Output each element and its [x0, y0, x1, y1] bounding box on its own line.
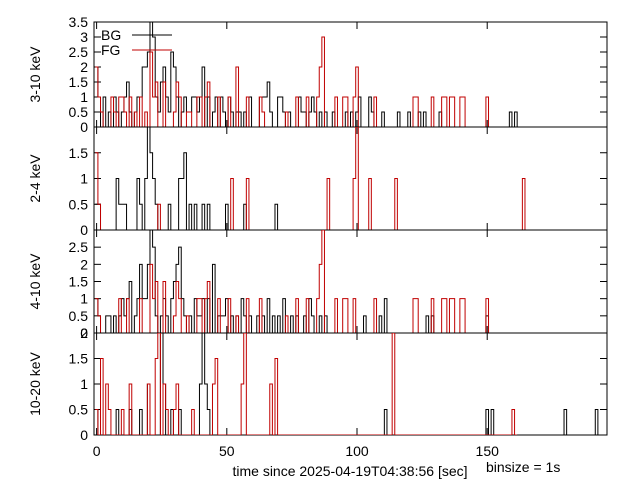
x-tick-label: 0: [93, 443, 101, 459]
bg-series-line: [95, 127, 525, 230]
fg-series-line: [95, 127, 528, 230]
bg-series-line: [95, 230, 593, 333]
y-tick-label: 0: [80, 222, 88, 238]
y-tick-label: 0.5: [69, 308, 89, 324]
fg-series-line: [95, 36, 494, 127]
bg-series-line: [95, 22, 520, 127]
y-axis-label: 3-10 keV: [27, 46, 43, 103]
y-tick-label: 0.5: [69, 104, 89, 120]
y-tick-label: 1.5: [69, 145, 89, 161]
binsize-annotation: binsize = 1s: [486, 459, 560, 475]
y-tick-label: 2: [80, 325, 88, 341]
y-tick-label: 2: [80, 59, 88, 75]
x-tick-label: 50: [219, 443, 235, 459]
fg-series-line: [95, 230, 494, 333]
y-tick-label: 1: [80, 376, 88, 392]
x-axis: 0 50 100 150: [93, 443, 499, 459]
y-tick-label: 1: [80, 291, 88, 307]
panel-1: 0 0.5 1 1.5 2-4 keV: [27, 126, 608, 238]
y-tick-label: 0: [80, 427, 88, 443]
y-tick-label: 0.5: [69, 196, 89, 212]
y-tick-label: 1.5: [69, 274, 89, 290]
x-tick-label: 150: [476, 443, 500, 459]
panels-layer: 00.511.522.533.53-10 keVBGFG00.511.52-4 …: [27, 14, 608, 443]
legend-label-bg: BG: [101, 27, 121, 43]
y-tick-label: 0.5: [69, 402, 89, 418]
y-axis-label: 10-20 keV: [27, 351, 43, 415]
y-tick-label: 2: [80, 256, 88, 272]
y-tick-label: 0: [80, 119, 88, 135]
legend-label-fg: FG: [101, 42, 120, 58]
y-tick-label: 2.5: [69, 239, 89, 255]
y-tick-label: 1.5: [69, 351, 89, 367]
y-tick-label: 0: [80, 325, 88, 341]
bg-series-line: [95, 333, 601, 435]
y-axis-label: 2-4 keV: [27, 154, 43, 203]
x-tick-label: 100: [345, 443, 369, 459]
panel-2: 00.511.522.54-10 keV: [27, 229, 608, 341]
y-axis-label: 4-10 keV: [27, 253, 43, 310]
y-tick-label: 2.5: [69, 44, 89, 60]
y-tick-label: 1: [80, 89, 88, 105]
y-tick-label: 1: [80, 171, 88, 187]
y-tick-label: 3: [80, 29, 88, 45]
x-axis-label: time since 2025-04-19T04:38:56 [sec]: [232, 463, 467, 479]
fg-series-line: [95, 333, 518, 435]
panel-3: 0 0.5 1 1.5 2 10-20 keV: [27, 325, 608, 443]
y-tick-label: 3.5: [69, 14, 89, 30]
y-tick-label: 1.5: [69, 74, 89, 90]
